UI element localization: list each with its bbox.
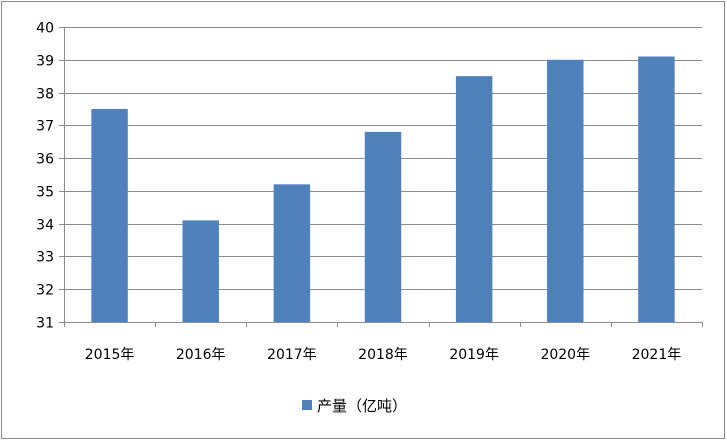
x-tick-label: 2018年 xyxy=(358,347,408,363)
bar-series xyxy=(91,56,675,323)
y-tick-label: 34 xyxy=(36,218,54,234)
legend-label: 产量（亿吨） xyxy=(317,397,407,415)
y-tick-label: 35 xyxy=(36,185,54,201)
y-axis-tick-labels: 31 32 33 34 35 36 37 38 39 40 xyxy=(36,21,54,332)
bar-2016年 xyxy=(182,220,219,322)
x-tick-label: 2019年 xyxy=(449,347,499,363)
x-tick-label: 2016年 xyxy=(176,347,226,363)
axes xyxy=(59,27,703,327)
y-tick-label: 32 xyxy=(36,283,54,299)
legend-swatch xyxy=(302,400,312,410)
bar-2019年 xyxy=(455,76,493,323)
y-tick-label: 31 xyxy=(36,316,54,332)
legend: 产量（亿吨） xyxy=(302,397,407,415)
y-tick-label: 38 xyxy=(36,87,54,103)
y-tick-label: 39 xyxy=(36,54,54,70)
bar-2020年 xyxy=(547,59,584,323)
y-tick-label: 33 xyxy=(36,250,54,266)
bar-2017年 xyxy=(273,184,311,322)
y-tick-label: 40 xyxy=(36,21,54,37)
y-tick-label: 37 xyxy=(36,119,54,135)
bar-2021年 xyxy=(638,56,675,322)
bar-2015年 xyxy=(91,108,128,322)
y-tick-label: 36 xyxy=(36,152,54,168)
x-tick-label: 2021年 xyxy=(632,347,682,363)
x-tick-label: 2015年 xyxy=(85,347,135,363)
gridlines xyxy=(64,27,702,290)
x-tick-label: 2017年 xyxy=(267,347,317,363)
bar-2018年 xyxy=(364,131,402,322)
x-axis-tick-labels: 2015年 2016年 2017年 2018年 2019年 2020年 2021年 xyxy=(85,347,681,363)
x-tick-label: 2020年 xyxy=(540,347,590,363)
